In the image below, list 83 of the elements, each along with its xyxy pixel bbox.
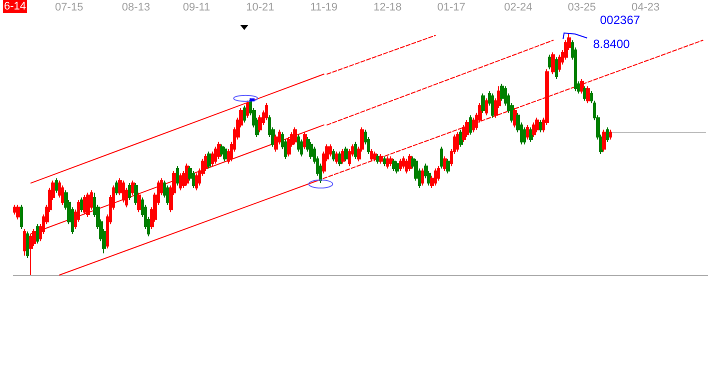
x-tick-label: 04-23 bbox=[631, 2, 660, 14]
candlestick bbox=[344, 146, 348, 162]
x-tick-label: 12-18 bbox=[374, 2, 402, 14]
candlestick bbox=[558, 54, 561, 72]
candlestick bbox=[55, 178, 58, 194]
candlestick bbox=[23, 228, 26, 256]
candlestick bbox=[192, 170, 195, 188]
candlestick bbox=[586, 86, 590, 104]
candlestick bbox=[309, 141, 313, 160]
candlestick bbox=[472, 117, 475, 133]
candlestick bbox=[379, 154, 383, 164]
candlestick bbox=[176, 166, 179, 186]
candlestick bbox=[134, 182, 138, 206]
candlestick bbox=[16, 204, 20, 220]
candlestick bbox=[243, 105, 246, 124]
candlestick bbox=[580, 78, 584, 94]
candlestick bbox=[332, 148, 335, 162]
candlestick bbox=[354, 141, 357, 160]
x-tick-label: 03-25 bbox=[568, 2, 596, 14]
candlestick bbox=[179, 172, 182, 191]
text: 002367 bbox=[600, 13, 640, 27]
candlestick bbox=[555, 56, 558, 80]
candlestick bbox=[539, 120, 542, 133]
candlestick bbox=[481, 93, 485, 114]
candlestick bbox=[122, 180, 125, 203]
candlestick bbox=[465, 120, 469, 138]
candlestick bbox=[529, 126, 533, 142]
candlestick bbox=[348, 148, 351, 167]
candlestick bbox=[405, 158, 408, 174]
x-tick-label: 08-13 bbox=[122, 2, 150, 14]
candlestick bbox=[500, 83, 504, 102]
candlestick bbox=[440, 146, 443, 170]
candlestick bbox=[535, 117, 539, 133]
candlestick bbox=[128, 182, 131, 200]
candlestick bbox=[195, 172, 198, 191]
candlestick bbox=[434, 168, 437, 186]
candlestick bbox=[293, 126, 297, 145]
candlestick bbox=[274, 134, 278, 152]
x-tick-label: 09-11 bbox=[182, 2, 210, 14]
candlestick bbox=[526, 124, 529, 140]
candlestick bbox=[551, 52, 555, 75]
candlestick bbox=[297, 134, 300, 152]
candlestick bbox=[399, 158, 402, 172]
candlestick bbox=[373, 151, 377, 162]
candlestick bbox=[523, 126, 526, 145]
candlestick bbox=[459, 129, 463, 148]
candlestick bbox=[469, 114, 472, 136]
candlestick bbox=[606, 126, 609, 142]
x-tick-label: 01-17 bbox=[437, 2, 466, 14]
candlestick bbox=[609, 129, 612, 140]
candlestick bbox=[456, 132, 459, 152]
x-tick-label: 11-19 bbox=[310, 2, 338, 14]
candlestick bbox=[386, 156, 389, 170]
candlestick bbox=[36, 224, 39, 244]
candlestick bbox=[265, 102, 268, 121]
candlestick bbox=[421, 168, 424, 186]
candlestick bbox=[61, 184, 64, 206]
candlestick bbox=[207, 151, 211, 170]
candlestick bbox=[86, 192, 90, 218]
candlestick bbox=[383, 156, 386, 167]
candlestick bbox=[395, 160, 399, 174]
candlestick bbox=[335, 151, 338, 164]
candlestick bbox=[26, 230, 29, 259]
candlestick bbox=[491, 93, 494, 118]
candlestick bbox=[246, 100, 249, 118]
candlestick bbox=[602, 129, 606, 152]
candlestick bbox=[258, 114, 262, 133]
annotation: 8.8400 bbox=[593, 37, 630, 51]
candlestick bbox=[20, 204, 23, 230]
x-tick-label: 02-24 bbox=[504, 2, 532, 14]
x-tick-label: 07-15 bbox=[55, 2, 84, 14]
candlestick bbox=[370, 148, 373, 162]
candlestick bbox=[223, 146, 227, 162]
candlestick bbox=[437, 166, 440, 182]
x-tick-label: 6-14 bbox=[4, 0, 26, 12]
candlestick bbox=[214, 146, 217, 164]
candlestick bbox=[485, 98, 488, 116]
candlestick bbox=[402, 156, 405, 170]
candlestick bbox=[446, 158, 450, 174]
candlestick bbox=[137, 192, 141, 213]
x-tick-label: 10-21 bbox=[246, 2, 274, 14]
candlestick bbox=[389, 156, 393, 167]
candlestick bbox=[300, 138, 303, 157]
